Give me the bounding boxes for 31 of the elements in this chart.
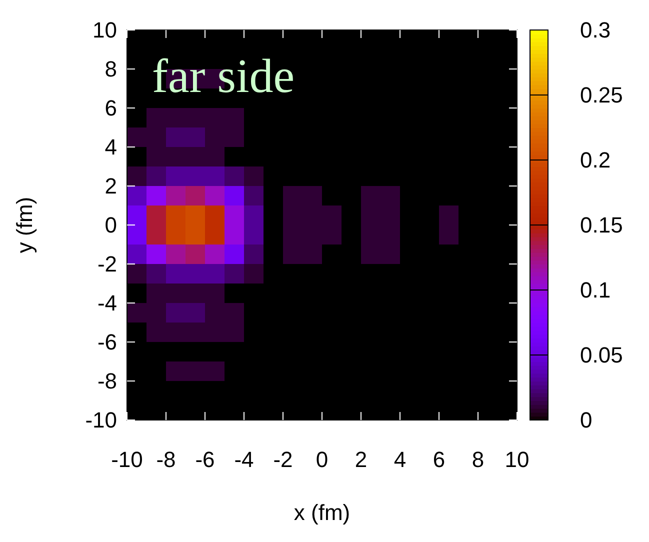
y-tick-label: 10	[92, 18, 117, 43]
y-tick-label: 2	[104, 174, 117, 199]
x-tick-label: 2	[354, 447, 368, 472]
x-tick-label: 4	[394, 447, 406, 472]
y-tick-label: 0	[104, 212, 117, 238]
annotation: far side	[152, 50, 295, 103]
y-tick-label: 8	[104, 56, 117, 82]
color-bar-label: 0.1	[580, 278, 611, 303]
x-tick-label: -2	[273, 447, 293, 472]
x-tick-label: 0	[316, 447, 328, 472]
color-bar-label: 0	[580, 408, 592, 433]
y-tick-label: 6	[104, 96, 117, 121]
y-tick-label: -8	[97, 368, 117, 394]
x-tick-label: -6	[195, 447, 215, 472]
x-tick-label: -4	[234, 447, 254, 472]
x-tick-label: -8	[156, 447, 176, 472]
y-axis-title: y (fm)	[12, 196, 37, 254]
x-tick-label: 10	[504, 447, 530, 472]
x-axis-title: x (fm)	[294, 500, 350, 525]
y-tick-label: 4	[104, 134, 117, 160]
color-bar-label: 0.15	[580, 212, 623, 238]
x-tick-label: 6	[432, 447, 446, 472]
y-tick-label: -2	[97, 252, 117, 277]
x-tick-label: 8	[472, 447, 484, 472]
y-tick-label: -6	[97, 330, 117, 355]
color-bar-label: 0.25	[580, 82, 623, 108]
color-bar-label: 0.2	[580, 148, 611, 173]
color-bar-label: 0.05	[580, 342, 623, 368]
color-bar-label: 0.3	[580, 18, 611, 43]
y-tick-label: -4	[97, 290, 117, 316]
y-tick-label: -10	[85, 408, 117, 433]
